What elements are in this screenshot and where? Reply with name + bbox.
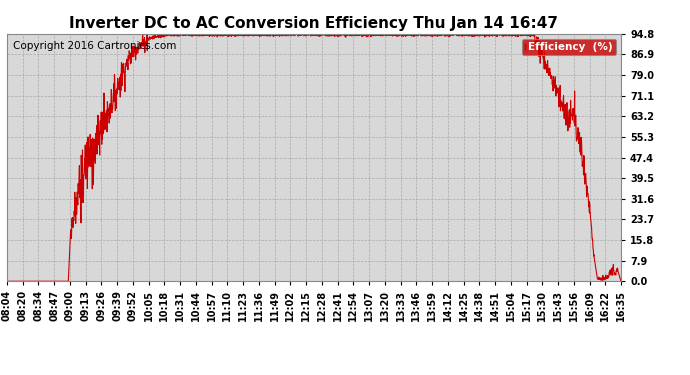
Text: Copyright 2016 Cartronics.com: Copyright 2016 Cartronics.com: [13, 41, 177, 51]
Legend: Efficiency  (%): Efficiency (%): [522, 39, 615, 55]
Title: Inverter DC to AC Conversion Efficiency Thu Jan 14 16:47: Inverter DC to AC Conversion Efficiency …: [70, 16, 558, 31]
